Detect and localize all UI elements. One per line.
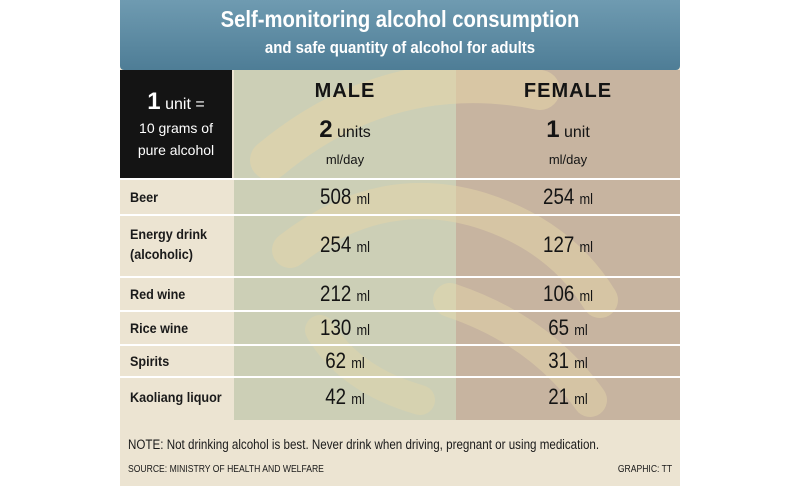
male-value: 62 ml — [325, 348, 365, 373]
male-per-day: ml/day — [325, 152, 365, 167]
male-units: 2 units — [234, 116, 456, 144]
source-credit: SOURCE: MINISTRY OF HEALTH AND WELFARE — [128, 464, 324, 475]
table-row: Spirits 62 ml 31 ml — [120, 346, 680, 376]
row-divider — [120, 276, 680, 278]
row-divider — [120, 376, 680, 378]
table-row: Energy drink (alcoholic) 254 ml 127 ml — [120, 216, 680, 276]
female-value: 127 ml — [543, 232, 593, 257]
row-label: Energy drink (alcoholic) — [130, 226, 208, 262]
female-per-day: ml/day — [548, 152, 588, 167]
title-banner: Self-monitoring alcohol consumption and … — [120, 0, 680, 70]
male-value: 254 ml — [320, 232, 370, 257]
female-value: 21 ml — [548, 384, 588, 409]
male-label: MALE — [314, 80, 376, 102]
table-row: Red wine 212 ml 106 ml — [120, 278, 680, 310]
row-label: Spirits — [130, 353, 170, 369]
unit-definition-line3: pure alcohol — [137, 142, 215, 158]
female-value: 254 ml — [543, 184, 593, 209]
female-value: 31 ml — [548, 348, 588, 373]
unit-word: unit = — [165, 96, 205, 113]
table-row: Rice wine 130 ml 65 ml — [120, 312, 680, 344]
row-divider — [120, 310, 680, 312]
female-value: 65 ml — [548, 315, 588, 340]
female-value: 106 ml — [543, 281, 593, 306]
row-label: Beer — [130, 189, 159, 205]
male-value: 508 ml — [320, 184, 370, 209]
unit-number: 1 — [147, 88, 161, 115]
female-column-header: FEMALE 1 unit ml/day — [456, 70, 680, 178]
female-label: FEMALE — [523, 80, 613, 102]
infographic-card: Self-monitoring alcohol consumption and … — [120, 0, 680, 486]
row-label: Rice wine — [130, 320, 189, 336]
chart-subtitle: and safe quantity of alcohol for adults — [264, 38, 536, 57]
unit-definition-line2: 10 grams of — [139, 120, 213, 136]
chart-title: Self-monitoring alcohol consumption — [220, 6, 580, 32]
male-units-number: 2 — [319, 116, 333, 143]
male-column-header: MALE 2 units ml/day — [234, 70, 456, 178]
table-row: Kaoliang liquor 42 ml 21 ml — [120, 378, 680, 420]
graphic-credit: GRAPHIC: TT — [617, 464, 672, 475]
table-row: Beer 508 ml 254 ml — [120, 180, 680, 214]
row-label: Kaoliang liquor — [130, 389, 222, 405]
male-units-word: units — [337, 124, 371, 141]
female-units: 1 unit — [456, 116, 680, 144]
male-value: 42 ml — [325, 384, 365, 409]
male-value: 130 ml — [320, 315, 370, 340]
row-label: Red wine — [130, 286, 186, 302]
row-divider — [120, 344, 680, 346]
unit-definition-box: 1 unit = 10 grams of pure alcohol — [120, 70, 232, 178]
female-units-word: unit — [564, 124, 590, 141]
female-units-number: 1 — [546, 116, 560, 143]
row-divider — [120, 178, 680, 180]
male-value: 212 ml — [320, 281, 370, 306]
row-divider — [120, 214, 680, 216]
footnote: NOTE: Not drinking alcohol is best. Neve… — [128, 437, 600, 452]
unit-definition-line1: 1 unit = — [120, 88, 232, 116]
